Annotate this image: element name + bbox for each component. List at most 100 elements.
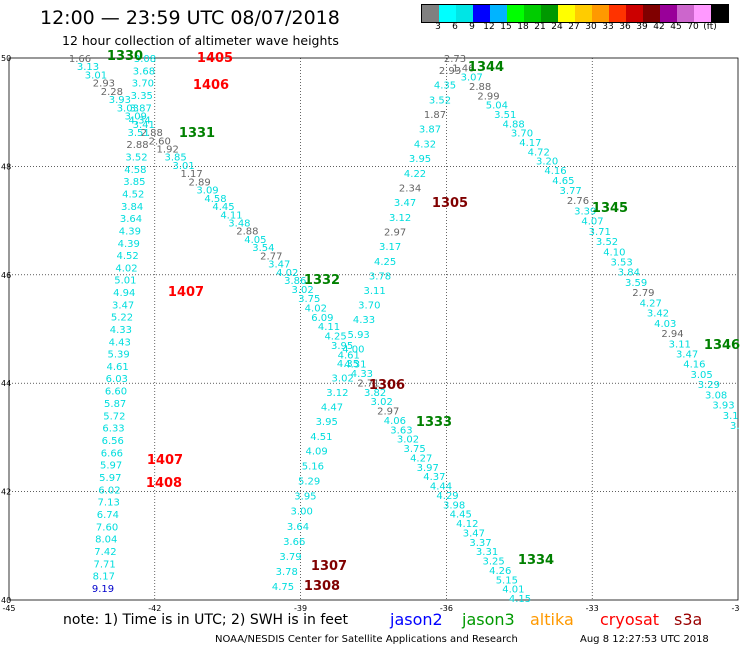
swh-value: 3.79 [279,552,301,563]
altimeter-tracks: 1.663.133.012.932.283.933.033.093.412.88… [69,54,740,605]
swh-value: 4.25 [324,332,346,343]
colorbar-tick-label: 12 [483,22,495,32]
swh-value: 1.46 [452,63,474,74]
colorbar-swatch [626,5,643,22]
pass-label: 1346 [704,338,740,353]
legend-entry: altika [530,610,574,629]
swh-value: 7.60 [96,522,118,533]
swh-value: 6.03 [106,374,128,385]
swh-value: 3.70 [132,79,154,90]
swh-value: 3.59 [625,278,647,289]
swh-value: 4.00 [342,344,364,355]
swh-value: 2.88 [141,128,163,139]
swh-value: 2.34 [399,183,421,194]
swh-value: 3.09 [125,112,147,123]
lon-tick-label: -42 [148,604,161,613]
swh-value: 3.93 [109,95,131,106]
swh-value: 3.51 [127,128,149,139]
swh-value: 4.72 [528,147,550,158]
pass-labels: 1330 1331 1332 1333 1334 1344 1345 1346 1405 1406… [107,49,740,594]
colorbar-tick-label: 21 [534,22,546,32]
swh-value: 8.04 [95,535,117,546]
swh-value: 2.88 [236,227,258,238]
swh-value: 1.66 [69,54,91,65]
swh-value: 3.01 [172,161,194,172]
lat-tick-label: 42 [1,488,11,497]
swh-value: 3.00 [291,507,313,518]
colorbar-swatch [660,5,677,22]
swh-value: 2.93 [439,66,461,77]
swh-value: 4.61 [106,362,128,373]
swh-value: 3.95 [331,341,353,352]
swh-value: 3.70 [358,301,380,312]
swh-value: 3.68 [133,66,155,77]
swh-value: 3.75 [403,444,425,455]
swh-value: 3.17 [379,242,401,253]
pass-label: 1408 [146,476,182,491]
colorbar-tick-label: 9 [469,22,475,32]
swh-value: 3.1 [723,411,739,422]
colorbar-ticks: 3 6 9 12 15 18 21 24 27 30 33 36 39 42 45 70 (ft) [421,22,727,34]
swh-value: 2.76 [567,196,589,207]
swh-value: 2.99 [477,91,499,102]
swh-value: 4.51 [310,432,332,443]
pass-label: 1305 [432,196,468,211]
swh-value: 3.63 [390,425,412,436]
swh-value: 4.33 [351,369,373,380]
swh-value: 4.45 [212,202,234,213]
swh-value: 3.37 [469,538,491,549]
graticule [8,57,739,601]
swh-value: 3.52 [429,95,451,106]
swh-value: 3.87 [419,125,441,136]
colorbar-tick-label: 70 [687,22,699,32]
swh-value: 1.17 [180,169,202,180]
swh-value: 6.09 [311,313,333,324]
swh-value: 5.87 [104,399,126,410]
swh-value: 6.33 [102,424,124,435]
swh-value: 3.47 [268,260,290,271]
swh-value: 5.29 [298,477,320,488]
colorbar-tick-label: (ft) [703,22,717,32]
pass-label: 1345 [592,201,628,216]
swh-value: 2.93 [93,79,115,90]
colorbar-tick-label: 15 [500,22,512,32]
lon-tick-label: -39 [294,604,307,613]
swh-value: 4.10 [603,247,625,258]
swh-value: 4.25 [374,257,396,268]
swh-value: 2.88 [126,140,148,151]
lat-tick-label: 50 [1,54,11,63]
swh-value: 4.52 [122,190,144,201]
swh-value: 4.75 [272,582,294,593]
swh-value: 3.12 [326,388,348,399]
swh-value: 3.47 [676,349,698,360]
swh-value: 1.87 [424,110,446,121]
legend-entry: s3a [674,610,703,629]
pass-label: 1407 [147,453,183,468]
swh-value: 3.29 [698,380,720,391]
map-frame [8,57,739,601]
swh-value: 3.01 [85,70,107,81]
swh-value: 3.77 [560,186,582,197]
lon-tick-label: -45 [2,604,15,613]
swh-value: 4.02 [276,268,298,279]
legend-entry: cryosat [600,610,660,629]
swh-value: 3.85 [123,177,145,188]
colorbar-swatch [694,5,711,22]
swh-value: 4.06 [384,416,406,427]
colorbar-swatch [711,5,728,22]
swh-value: 4.33 [353,315,375,326]
swh-value: 6.60 [105,387,127,398]
swh-value: 4.45 [450,510,472,521]
swh-value: 4.12 [456,519,478,530]
swh-value: 6.02 [98,485,120,496]
swh-value: 6.56 [102,436,124,447]
swh-value: 4.33 [110,325,132,336]
swh-value: 1.92 [157,144,179,155]
swh-value: 4.16 [683,360,705,371]
swh-value: 4.65 [552,176,574,187]
colorbar-tick-label: 45 [670,22,682,32]
swh-value: 3.11 [669,339,691,350]
swh-value: 4.44 [430,482,452,493]
swh-value: 4.58 [124,165,146,176]
